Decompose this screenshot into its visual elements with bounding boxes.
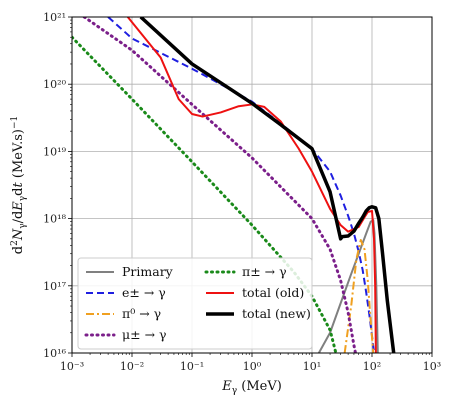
legend-label: μ± → γ (122, 327, 167, 342)
legend-label: π⁰ → γ (122, 306, 161, 321)
y-tick-label: 10²⁰ (43, 78, 66, 91)
series-total-new (139, 17, 396, 353)
legend-label: total (old) (242, 285, 304, 300)
x-tick-label: 10² (363, 360, 381, 373)
x-tick-label: 10⁻¹ (180, 360, 204, 373)
x-tick-label: 10⁻² (120, 360, 144, 373)
x-axis-label: Eγ (MeV) (221, 379, 282, 396)
series-total-old (126, 17, 377, 353)
axis-ticks: 10⁻³ 10⁻² 10⁻¹ 10⁰ 10¹ 10² 10³ 10¹⁶ 10¹⁷ 10¹⁸ 10¹⁹… (43, 11, 441, 373)
y-tick-label: 10¹⁹ (43, 145, 66, 158)
series- (72, 35, 338, 353)
y-tick-label: 10¹⁸ (43, 213, 66, 226)
x-tick-label: 10¹ (303, 360, 321, 373)
y-tick-label: 10¹⁶ (43, 347, 66, 360)
series-e (107, 17, 376, 353)
legend-label: π± → γ (242, 264, 287, 279)
legend-label: total (new) (242, 306, 311, 321)
legend: Primary π± → γ e± → γ total (old) π⁰ → γ tota… (77, 257, 313, 350)
legend-label: Primary (122, 264, 174, 279)
curves (72, 17, 396, 353)
x-tick-label: 10³ (423, 360, 441, 373)
legend-label: e± → γ (122, 285, 166, 300)
series- (82, 17, 357, 353)
series- (343, 239, 375, 353)
x-tick-label: 10⁻³ (60, 360, 84, 373)
y-axis-label: d2Nγ/dEγdt (MeV.s)−1 (10, 116, 28, 254)
legend-box (77, 257, 313, 350)
y-tick-label: 10²¹ (43, 11, 66, 24)
y-tick-label: 10¹⁷ (43, 280, 66, 293)
x-tick-label: 10⁰ (243, 360, 262, 373)
